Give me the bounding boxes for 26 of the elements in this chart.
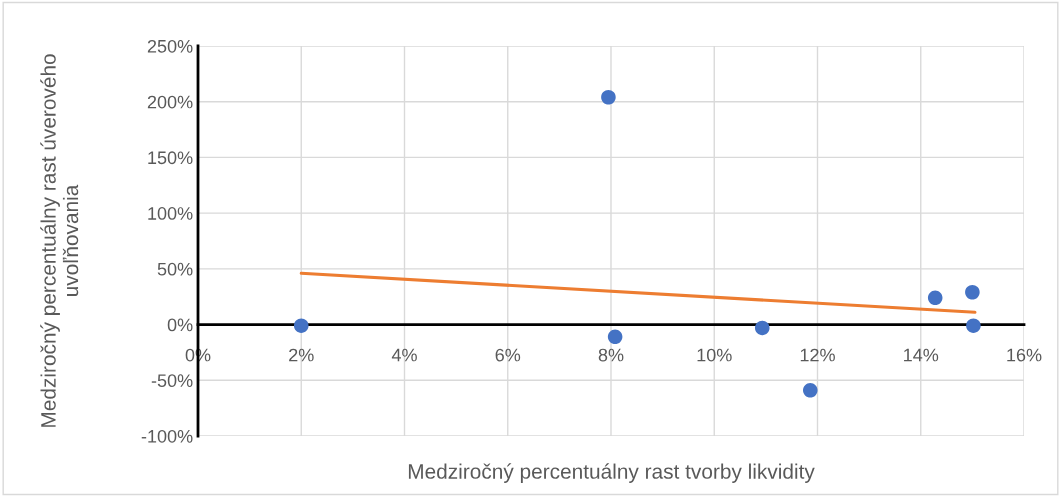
point xyxy=(601,89,616,105)
y-tick-label: 50% xyxy=(157,262,193,276)
point xyxy=(293,318,309,333)
x-tick-label: 2% xyxy=(289,348,314,362)
point xyxy=(927,290,943,306)
y-tick-label: -50% xyxy=(151,374,193,388)
point xyxy=(966,318,981,333)
y-tick-label: 250% xyxy=(147,39,193,53)
point xyxy=(607,329,623,345)
x-tick-label: 14% xyxy=(904,348,939,362)
y-tick-label: -100% xyxy=(141,429,193,443)
point xyxy=(754,320,770,336)
y-tick-label: 150% xyxy=(148,151,193,165)
point xyxy=(965,284,980,300)
x-tick-label: 12% xyxy=(800,348,835,362)
x-tick-label: 10% xyxy=(697,348,732,362)
point xyxy=(802,383,818,398)
x-axis-title: Medziročný percentuálny rast tvorby likvidity xyxy=(408,463,815,483)
y-tick-label: 200% xyxy=(147,95,193,109)
x-tick-label: 4% xyxy=(391,348,417,362)
x-tick-label: 6% xyxy=(495,348,521,362)
x-tick-label: 8% xyxy=(598,348,624,362)
y-tick-label: 0% xyxy=(167,318,193,332)
y-axis-title: Medziročný percentuálny rast úverového uvoľňovania xyxy=(40,54,79,427)
x-tick-label: 16% xyxy=(1007,348,1042,362)
y-tick-label: 100% xyxy=(148,207,193,220)
